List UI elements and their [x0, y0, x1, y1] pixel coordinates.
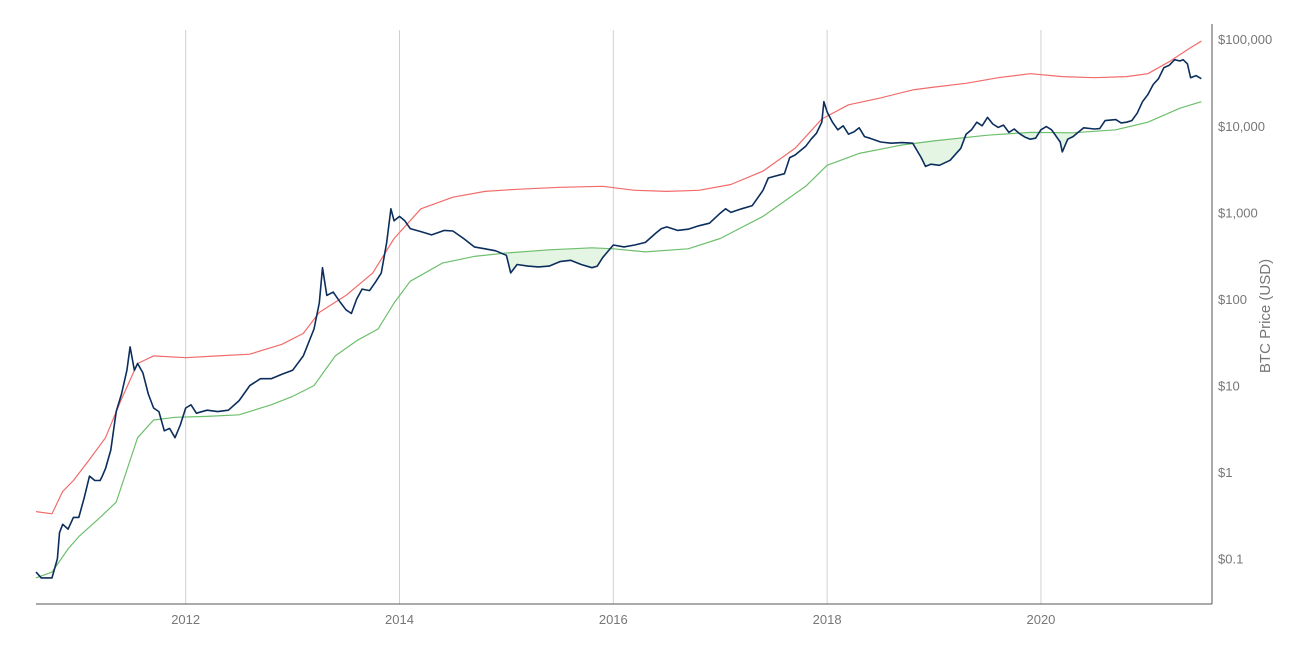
- y-tick-label: $100: [1218, 292, 1247, 307]
- y-axis-title: BTC Price (USD): [1257, 259, 1274, 373]
- x-tick-label: 2014: [385, 612, 414, 627]
- undervalued-region-0: [502, 247, 611, 273]
- lower-band-line: [35, 101, 1202, 579]
- x-tick-labels: 2012 2014 2016 2018 2020: [171, 612, 1055, 627]
- y-tick-label: $1: [1218, 465, 1232, 480]
- y-tick-label: $10: [1218, 379, 1240, 394]
- btc-price-line: [35, 58, 1202, 579]
- y-tick-label: $10,000: [1218, 119, 1265, 134]
- y-tick-labels: $0.1 $1 $10 $100 $1,000 $10,000 $100,000: [1218, 32, 1272, 566]
- series-lines: [35, 40, 1202, 579]
- axes: [36, 24, 1213, 605]
- undervalued-region-2: [1019, 132, 1039, 140]
- x-tick-label: 2020: [1026, 612, 1055, 627]
- y-tick-label: $0.1: [1218, 552, 1243, 567]
- undervalued-fill-regions: [502, 132, 1078, 273]
- x-tick-label: 2016: [599, 612, 628, 627]
- undervalued-region-1: [913, 137, 965, 167]
- y-tick-label: $100,000: [1218, 32, 1272, 47]
- x-tick-label: 2012: [171, 612, 200, 627]
- x-tick-label: 2018: [813, 612, 842, 627]
- upper-band-line: [35, 40, 1202, 515]
- y-tick-label: $1,000: [1218, 205, 1258, 220]
- grid-lines: [185, 30, 1042, 604]
